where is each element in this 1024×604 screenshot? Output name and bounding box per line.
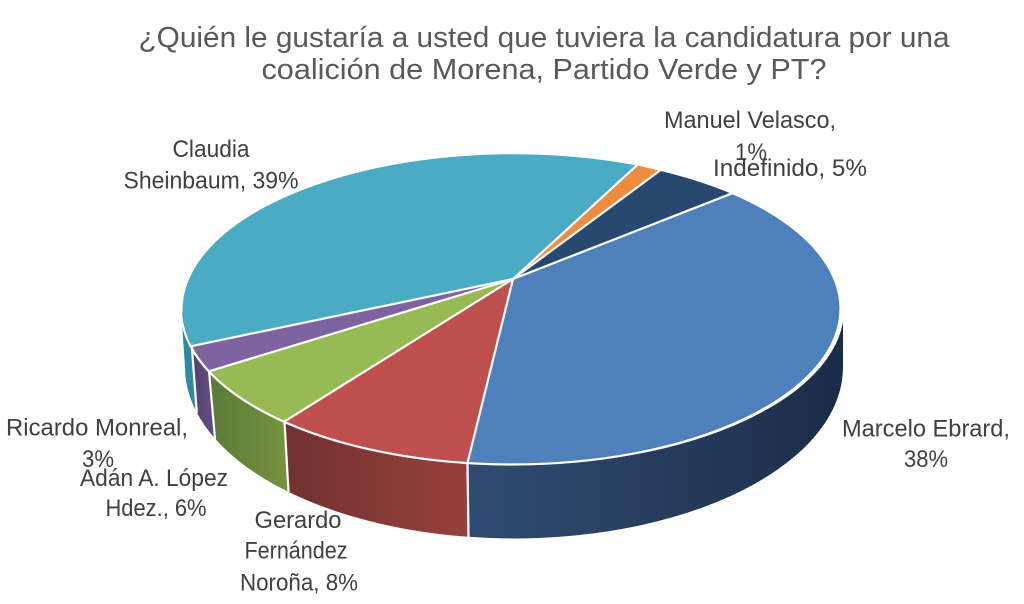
svg-text:Claudia: Claudia bbox=[173, 136, 251, 163]
svg-text:Adán A. López: Adán A. López bbox=[80, 465, 228, 492]
svg-text:Fernández: Fernández bbox=[245, 538, 348, 565]
svg-text:Ricardo Monreal,: Ricardo Monreal, bbox=[6, 415, 188, 442]
svg-text:Sheinbaum, 39%: Sheinbaum, 39% bbox=[124, 168, 299, 195]
svg-text:Hdez., 6%: Hdez., 6% bbox=[106, 495, 207, 522]
svg-text:1%: 1% bbox=[735, 139, 767, 166]
svg-text:coalición de Morena, Partido V: coalición de Morena, Partido Verde y PT? bbox=[262, 54, 827, 86]
svg-text:38%: 38% bbox=[904, 446, 948, 473]
svg-text:Noroña, 8%: Noroña, 8% bbox=[240, 570, 358, 597]
svg-text:Marcelo Ebrard,: Marcelo Ebrard, bbox=[842, 416, 1010, 443]
svg-text:Manuel Velasco,: Manuel Velasco, bbox=[664, 107, 836, 134]
svg-text:Indefinido, 5%: Indefinido, 5% bbox=[713, 155, 867, 182]
svg-text:3%: 3% bbox=[82, 446, 114, 473]
svg-text:Gerardo: Gerardo bbox=[255, 507, 342, 534]
svg-text:¿Quién le gustaría a usted que: ¿Quién le gustaría a usted que tuviera l… bbox=[139, 22, 951, 54]
